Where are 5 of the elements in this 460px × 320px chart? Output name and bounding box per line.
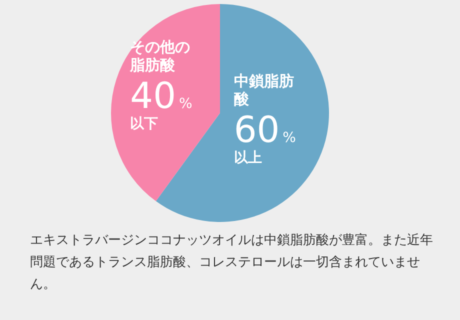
text: 40%以下: [130, 76, 192, 132]
text: 60%以上: [234, 110, 296, 166]
slice-label: 中鎖脂肪酸: [234, 72, 294, 108]
slice-label: その他の脂肪酸: [129, 38, 190, 74]
text: エキストラバージンココナッツオイルは中鎖脂肪酸が豊富。また近年問題であるトランス脂肪酸、コレステロールは一切含まれていません。: [30, 232, 434, 294]
